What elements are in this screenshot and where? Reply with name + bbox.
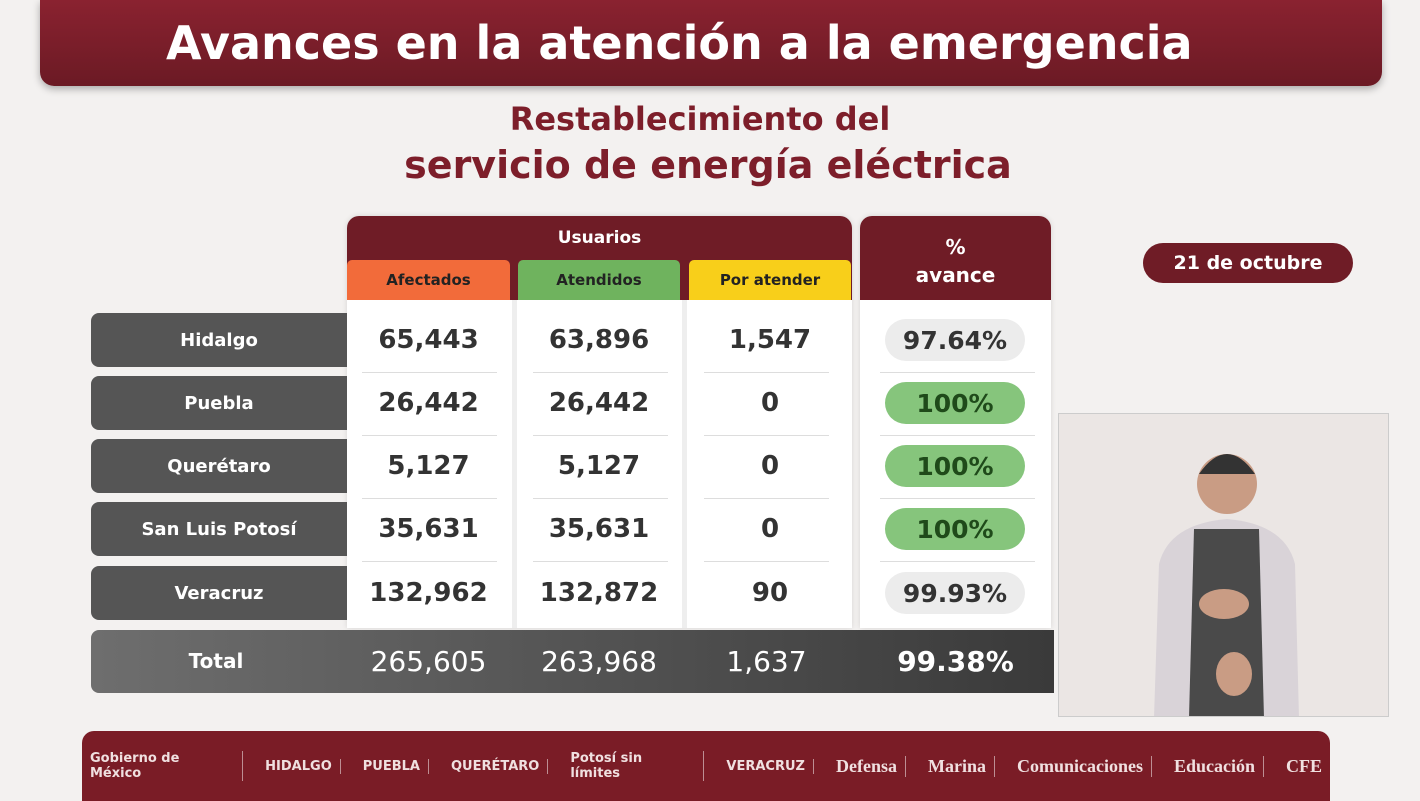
col-divider [512, 300, 517, 628]
footer-logo: PUEBLA [355, 758, 429, 774]
subtitle-line1: Restablecimiento del [509, 100, 891, 138]
footer-logo: CFE [1286, 755, 1322, 776]
sign-language-interpreter-video [1058, 413, 1389, 717]
total-afectados: 265,605 [370, 645, 487, 678]
row-divider [533, 435, 668, 436]
avance-header-label: avance [915, 263, 996, 287]
col-divider [682, 300, 687, 628]
footer-logo: VERACRUZ [718, 758, 814, 774]
col-afectados: Afectados [347, 260, 510, 300]
state-label: Puebla [91, 376, 347, 430]
atendidos-cell: 5,127 [557, 451, 641, 481]
footer-logo: HIDALGO [257, 758, 341, 774]
avance-badge: 100% [885, 445, 1025, 487]
banner-title: Avances en la atención a la emergencia [166, 16, 1193, 70]
avance-header: % avance [860, 216, 1051, 300]
footer-logo: Comunicaciones [1009, 755, 1152, 777]
row-divider [880, 435, 1035, 436]
row-divider [704, 498, 829, 499]
state-label: San Luis Potosí [91, 502, 347, 556]
afectados-cell: 132,962 [369, 578, 488, 608]
row-divider [533, 372, 668, 373]
state-label: Hidalgo [91, 313, 347, 367]
col-atendidos: Atendidos [518, 260, 680, 300]
afectados-cell: 65,443 [378, 325, 479, 355]
avance-header-pct: % [945, 235, 966, 259]
state-label: Veracruz [91, 566, 347, 620]
interpreter-figure [1154, 454, 1299, 716]
atendidos-cell: 35,631 [548, 514, 650, 544]
row-divider [704, 372, 829, 373]
row-divider [533, 561, 668, 562]
row-divider [362, 498, 497, 499]
afectados-cell: 35,631 [378, 514, 479, 544]
por-atender-cell: 0 [760, 514, 780, 544]
avance-badge: 100% [885, 508, 1025, 550]
atendidos-cell: 132,872 [539, 578, 659, 608]
date-badge: 21 de octubre [1143, 243, 1353, 283]
row-divider [362, 372, 497, 373]
avance-badge: 100% [885, 382, 1025, 424]
footer-logo: Potosí sin límites [562, 751, 705, 781]
row-divider [880, 372, 1035, 373]
col-por-atender: Por atender [689, 260, 851, 300]
footer-logo: Educación [1166, 755, 1264, 777]
footer-logo: Gobierno de México [82, 751, 244, 781]
page-banner: Avances en la atención a la emergencia [40, 0, 1382, 86]
avance-badge: 97.64% [885, 319, 1025, 361]
footer-logo: QUERÉTARO [443, 758, 549, 774]
subtitle-line2: servicio de energía eléctrica [404, 143, 1012, 187]
avance-badge: 99.93% [885, 572, 1025, 614]
footer-logos: Gobierno de México HIDALGO PUEBLA QUERÉTARO… [82, 731, 1330, 801]
por-atender-cell: 0 [760, 451, 780, 481]
row-divider [362, 561, 497, 562]
afectados-cell: 26,442 [378, 388, 479, 418]
row-divider [533, 498, 668, 499]
row-divider [880, 498, 1035, 499]
atendidos-cell: 63,896 [548, 325, 650, 355]
total-label: Total [188, 649, 244, 673]
state-label: Querétaro [91, 439, 347, 493]
row-divider [704, 435, 829, 436]
por-atender-cell: 90 [751, 578, 789, 608]
atendidos-cell: 26,442 [548, 388, 650, 418]
por-atender-cell: 0 [760, 388, 780, 418]
total-por-atender: 1,637 [726, 645, 807, 678]
row-divider [362, 435, 497, 436]
row-divider [880, 561, 1035, 562]
footer-logo: Defensa [828, 755, 906, 777]
total-row: Total 265,605 263,968 1,637 99.38% [91, 630, 1054, 693]
total-avance: 99.38% [897, 645, 1014, 678]
footer-logo: Marina [920, 755, 995, 777]
row-divider [704, 561, 829, 562]
afectados-cell: 5,127 [387, 451, 470, 481]
por-atender-cell: 1,547 [728, 325, 812, 355]
total-atendidos: 263,968 [541, 645, 657, 678]
